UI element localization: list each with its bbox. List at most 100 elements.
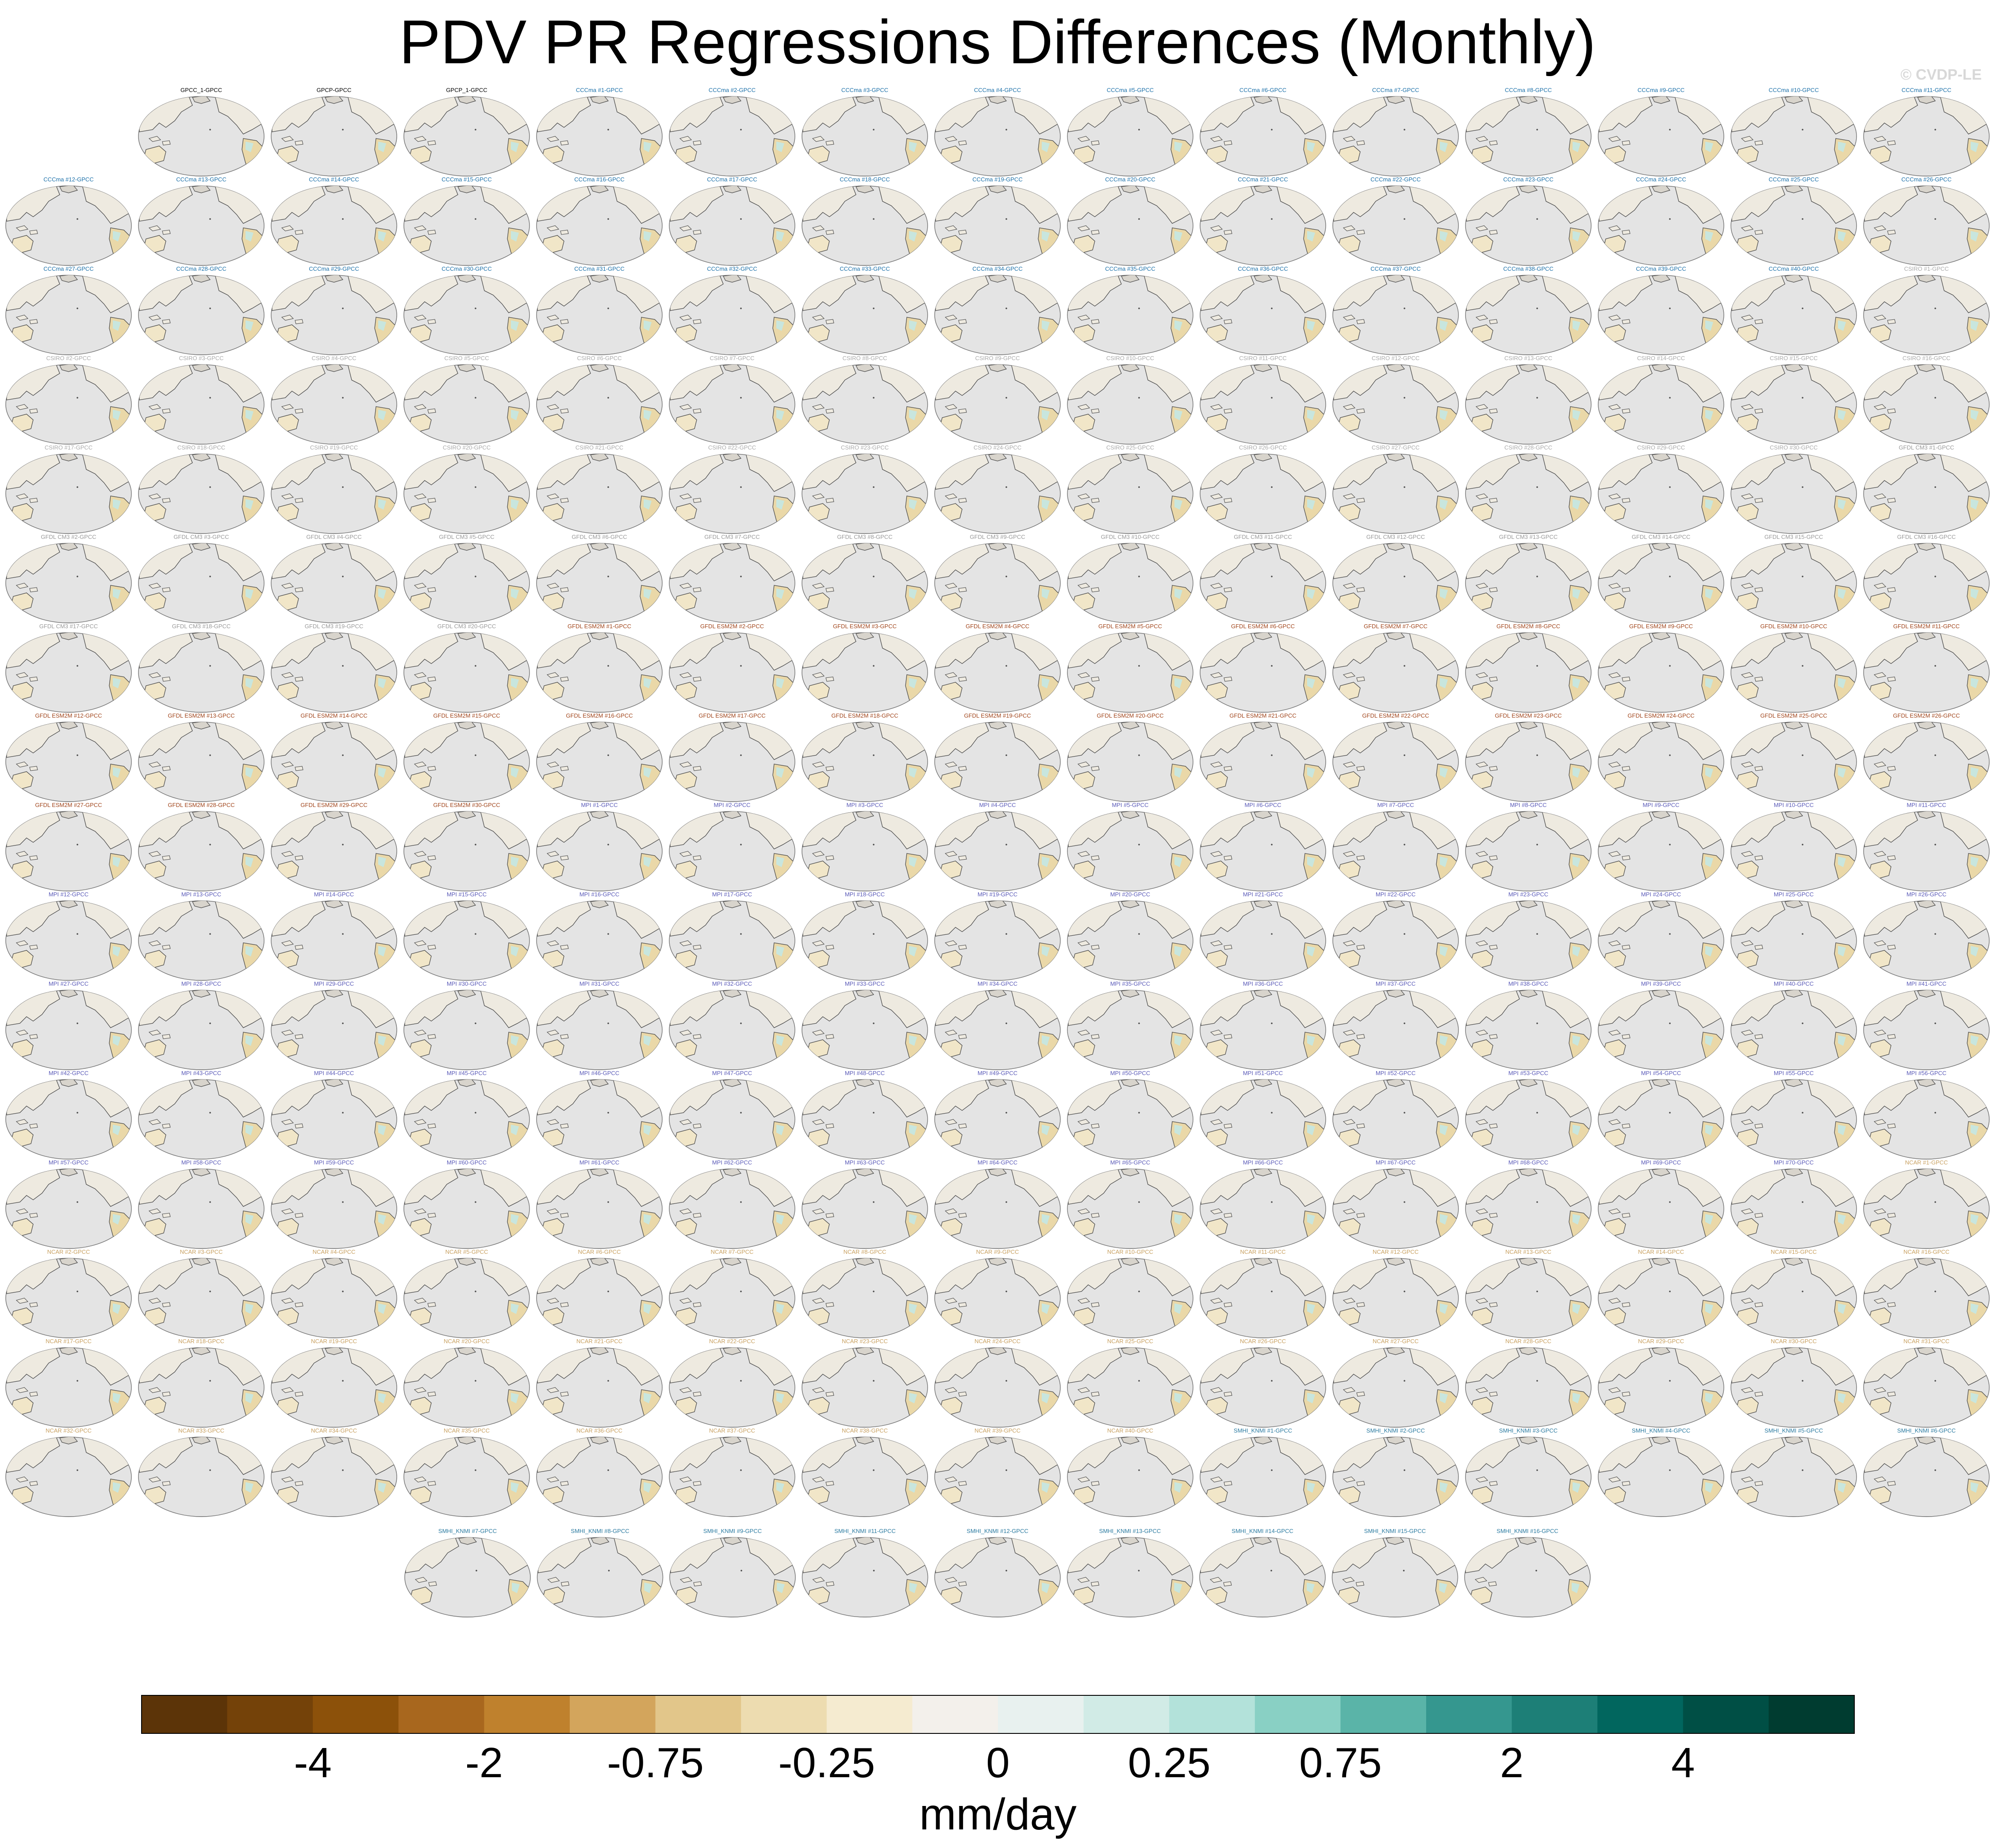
panel-title: GFDL ESM2M #24-GPCC bbox=[1627, 712, 1694, 719]
panel-title: MPI #55-GPCC bbox=[1774, 1070, 1814, 1076]
map-panel: GFDL ESM2M #1-GPCC bbox=[536, 623, 663, 713]
colorbar-tick-label: 0 bbox=[986, 1739, 1009, 1787]
panel-title: CSIRO #26-GPCC bbox=[1239, 444, 1287, 451]
panel-title: MPI #3-GPCC bbox=[846, 802, 883, 808]
panel-title: CSIRO #11-GPCC bbox=[1239, 355, 1286, 361]
map-panel: CCCma #21-GPCC bbox=[1200, 176, 1326, 266]
panel-title: NCAR #32-GPCC bbox=[46, 1427, 92, 1434]
panel-title: CSIRO #28-GPCC bbox=[1504, 444, 1552, 451]
panel-title: CCCma #14-GPCC bbox=[309, 176, 359, 183]
map-panel: MPI #24-GPCC bbox=[1598, 891, 1724, 981]
colorbar-tick-label: -0.25 bbox=[778, 1739, 875, 1787]
map-panel: GFDL CM3 #20-GPCC bbox=[403, 623, 530, 713]
map-panel: GFDL CM3 #7-GPCC bbox=[669, 534, 795, 623]
panel-title: GFDL ESM2M #10-GPCC bbox=[1760, 623, 1827, 630]
panel-title: MPI #10-GPCC bbox=[1774, 802, 1814, 808]
panel-title: CSIRO #5-GPCC bbox=[444, 355, 489, 361]
panel-title: CCCma #12-GPCC bbox=[43, 176, 93, 183]
map-panel: CSIRO #18-GPCC bbox=[138, 444, 265, 534]
panel-title: MPI #58-GPCC bbox=[181, 1159, 221, 1166]
panel-title: MPI #68-GPCC bbox=[1508, 1159, 1548, 1166]
panel-title: GFDL ESM2M #14-GPCC bbox=[300, 712, 367, 719]
panel-title: MPI #56-GPCC bbox=[1907, 1070, 1946, 1076]
map-panel: MPI #48-GPCC bbox=[802, 1070, 928, 1160]
map-panel: GFDL CM3 #19-GPCC bbox=[271, 623, 397, 713]
panel-title: MPI #23-GPCC bbox=[1508, 891, 1548, 898]
panel-title: GFDL ESM2M #23-GPCC bbox=[1495, 712, 1561, 719]
map-panel: NCAR #30-GPCC bbox=[1730, 1338, 1857, 1428]
panel-title: NCAR #33-GPCC bbox=[178, 1427, 224, 1434]
panel-title: CSIRO #30-GPCC bbox=[1770, 444, 1818, 451]
map-panel: GFDL ESM2M #17-GPCC bbox=[669, 712, 795, 802]
colorbar-swatch bbox=[998, 1695, 1084, 1733]
map-panel: NCAR #26-GPCC bbox=[1200, 1338, 1326, 1428]
panel-title: GFDL CM3 #9-GPCC bbox=[970, 534, 1025, 540]
panel-title: CCCma #7-GPCC bbox=[1372, 87, 1419, 93]
panel-title: GFDL CM3 #12-GPCC bbox=[1366, 534, 1425, 540]
map-panel: CCCma #32-GPCC bbox=[669, 265, 795, 355]
map-panel: NCAR #6-GPCC bbox=[536, 1249, 663, 1338]
panel-title: MPI #2-GPCC bbox=[714, 802, 750, 808]
panel-title: MPI #37-GPCC bbox=[1376, 980, 1416, 987]
panel-title: GFDL ESM2M #21-GPCC bbox=[1229, 712, 1296, 719]
map-panel: CSIRO #27-GPCC bbox=[1332, 444, 1459, 534]
map-panel: MPI #25-GPCC bbox=[1730, 891, 1857, 981]
map-panel: NCAR #20-GPCC bbox=[403, 1338, 530, 1428]
panel-title: CSIRO #21-GPCC bbox=[575, 444, 623, 451]
map-panel: MPI #45-GPCC bbox=[403, 1070, 530, 1160]
panel-title: MPI #9-GPCC bbox=[1642, 802, 1679, 808]
map-panel: CCCma #38-GPCC bbox=[1465, 265, 1592, 355]
panel-title: MPI #69-GPCC bbox=[1641, 1159, 1681, 1166]
map-panel: MPI #70-GPCC bbox=[1730, 1159, 1857, 1249]
panel-title: MPI #41-GPCC bbox=[1907, 980, 1946, 987]
panel-title: GFDL CM3 #10-GPCC bbox=[1101, 534, 1159, 540]
map-panel: MPI #23-GPCC bbox=[1465, 891, 1592, 981]
panel-title: CCCma #11-GPCC bbox=[1902, 87, 1951, 93]
map-panel: CCCma #8-GPCC bbox=[1465, 87, 1592, 177]
panel-title: GPCP-GPCC bbox=[317, 87, 352, 93]
map-panel: MPI #64-GPCC bbox=[934, 1159, 1061, 1249]
panel-title: MPI #64-GPCC bbox=[978, 1159, 1017, 1166]
panel-title: GFDL ESM2M #1-GPCC bbox=[568, 623, 631, 630]
panel-title: MPI #50-GPCC bbox=[1110, 1070, 1150, 1076]
panel-title: CCCma #30-GPCC bbox=[441, 265, 491, 272]
map-panel: MPI #7-GPCC bbox=[1332, 802, 1459, 891]
panel-title: SMHI_KNMI #2-GPCC bbox=[1366, 1427, 1425, 1434]
map-panel: NCAR #40-GPCC bbox=[1067, 1427, 1193, 1517]
panel-title: MPI #17-GPCC bbox=[712, 891, 752, 898]
colorbar-swatch bbox=[398, 1695, 484, 1733]
map-panel: GFDL CM3 #5-GPCC bbox=[403, 534, 530, 623]
colorbar-tick-label: -2 bbox=[465, 1739, 503, 1787]
map-panel: CCCma #11-GPCC bbox=[1863, 87, 1990, 177]
panel-title: CCCma #1-GPCC bbox=[576, 87, 623, 93]
land-masses bbox=[537, 901, 662, 980]
panel-title: CCCma #40-GPCC bbox=[1769, 265, 1819, 272]
panel-title: MPI #29-GPCC bbox=[314, 980, 354, 987]
panel-title: SMHI_KNMI #6-GPCC bbox=[1897, 1427, 1956, 1434]
panel-title: NCAR #37-GPCC bbox=[709, 1427, 755, 1434]
colorbar-tick-label: 2 bbox=[1500, 1739, 1523, 1787]
colorbar-swatch bbox=[912, 1695, 998, 1733]
map-panel: MPI #65-GPCC bbox=[1067, 1159, 1193, 1249]
panel-title: NCAR #10-GPCC bbox=[1107, 1249, 1153, 1255]
panel-title: CCCma #20-GPCC bbox=[1105, 176, 1155, 183]
panel-title: GFDL ESM2M #9-GPCC bbox=[1629, 623, 1693, 630]
panel-title: GFDL ESM2M #12-GPCC bbox=[35, 712, 102, 719]
map-panel: MPI #31-GPCC bbox=[536, 980, 663, 1070]
map-panel: GFDL CM3 #4-GPCC bbox=[271, 534, 397, 623]
map-panel: GPCC_1-GPCC bbox=[138, 87, 265, 177]
map-panel: MPI #62-GPCC bbox=[669, 1159, 795, 1249]
map-panel: CSIRO #17-GPCC bbox=[5, 444, 132, 534]
panel-title: MPI #40-GPCC bbox=[1774, 980, 1814, 987]
map-panel: CCCma #22-GPCC bbox=[1332, 176, 1459, 266]
panel-title: MPI #46-GPCC bbox=[579, 1070, 619, 1076]
map-panel: CCCma #16-GPCC bbox=[536, 176, 663, 266]
map-panel: CCCma #30-GPCC bbox=[403, 265, 530, 355]
map-panel: SMHI_KNMI #14-GPCC bbox=[1199, 1528, 1326, 1617]
panel-title: CCCma #8-GPCC bbox=[1505, 87, 1552, 93]
panel-title: GFDL ESM2M #20-GPCC bbox=[1097, 712, 1163, 719]
panel-title: GFDL ESM2M #18-GPCC bbox=[831, 712, 898, 719]
panel-title: CCCma #15-GPCC bbox=[441, 176, 491, 183]
map-panel: NCAR #29-GPCC bbox=[1598, 1338, 1724, 1428]
map-panel: GFDL ESM2M #7-GPCC bbox=[1332, 623, 1459, 713]
